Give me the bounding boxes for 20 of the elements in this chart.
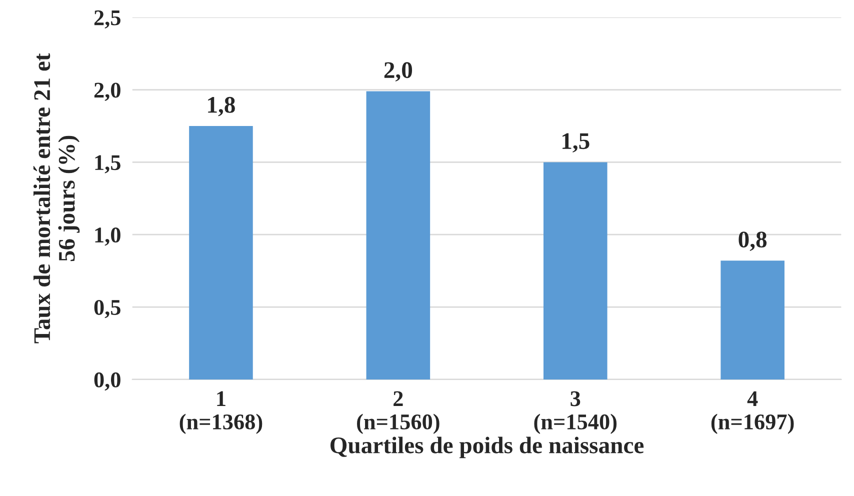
y-tick-label: 0,0 [94,372,120,391]
y-tick-label: 2,0 [94,82,120,101]
data-label: 2,0 [384,62,412,82]
data-label: 0,8 [738,232,767,251]
y-axis-title: Taux de mortalité entre 21 et 56 jours (%) [33,53,80,344]
data-label: 1,5 [562,133,590,152]
x-tick-label: 4 (n=1697) [711,391,794,434]
bar [189,126,253,380]
x-axis-title: Quartiles de poids de naissance [330,436,644,458]
bar [720,260,784,380]
y-tick-label: 0,5 [94,300,120,318]
x-tick-label: 3 (n=1540) [534,391,617,434]
x-tick-label: 1 (n=1368) [180,391,262,434]
bar [543,162,608,380]
bar [366,91,430,380]
y-tick-label: 2,5 [94,10,120,29]
y-tick-label: 1,5 [95,155,120,174]
data-label: 1,8 [208,96,235,116]
x-tick-label: 2 (n=1560) [357,391,440,434]
y-tick-label: 1,0 [95,228,120,246]
